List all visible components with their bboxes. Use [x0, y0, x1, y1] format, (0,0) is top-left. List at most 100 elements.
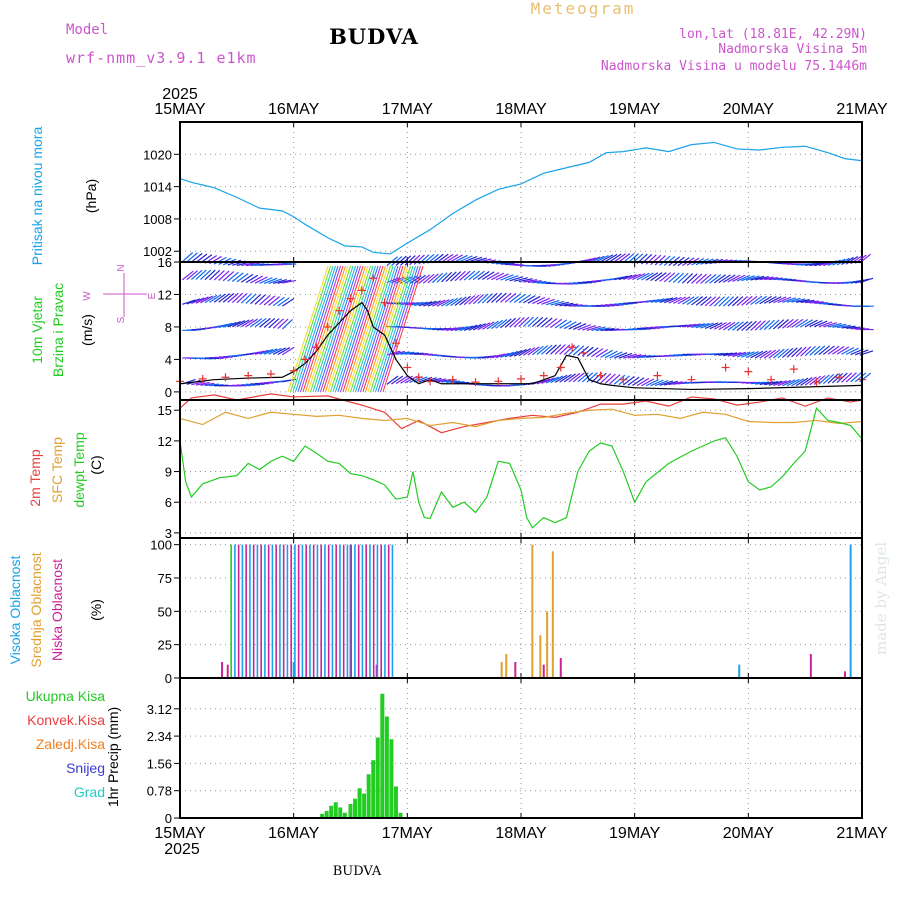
wind-barb: [695, 273, 707, 284]
precip-bar: [353, 798, 358, 818]
wind-barb: [259, 349, 273, 355]
wind-barb: [454, 296, 467, 306]
wind-barb: [736, 351, 751, 358]
wind-barb: [295, 265, 336, 393]
wind-barb: [654, 272, 667, 282]
wind-barb: [504, 317, 517, 328]
series-line: [179, 141, 863, 255]
wind-barb: [572, 345, 585, 356]
wind-barb: [850, 372, 862, 383]
wind-barb: [773, 296, 787, 304]
wind-barb: [404, 255, 416, 266]
wind-barb: [245, 262, 260, 267]
wind-barb: [445, 271, 457, 282]
wind-barb: [536, 317, 548, 328]
gust-marker: [323, 322, 332, 331]
y-tick-label: 1008: [143, 212, 172, 227]
gust-marker: [312, 343, 321, 352]
precip-bar: [324, 811, 329, 818]
wind-barb: [818, 321, 833, 328]
wind-barb: [846, 326, 861, 329]
wind-barb: [522, 347, 536, 356]
wind-barb: [445, 254, 459, 263]
wind-barb: [609, 253, 622, 263]
wind-barb: [713, 274, 726, 284]
wind-barb: [536, 378, 551, 385]
wind-barb: [623, 353, 637, 359]
wind-barb: [636, 272, 650, 281]
gust-marker: [556, 363, 565, 372]
station-title: BUDVA: [329, 24, 419, 49]
x-tick-label-bottom: 19MAY: [609, 825, 661, 842]
series-line: [179, 393, 863, 434]
wind-barb: [459, 255, 473, 263]
wind-barb: [459, 270, 471, 281]
wind-barb: [518, 278, 533, 283]
wind-barb: [347, 265, 389, 393]
wind-barb: [754, 295, 768, 305]
wind-barb: [668, 296, 682, 304]
wind-barb: [241, 318, 254, 328]
wind-barb: [395, 351, 410, 355]
precip-legend-item: Grad: [74, 784, 105, 800]
wind-barb: [659, 380, 674, 386]
wind-barb: [654, 297, 669, 303]
wind-barb: [591, 255, 605, 263]
wind-barb: [809, 375, 822, 386]
wind-barb: [741, 320, 753, 332]
panel-pressure: 1002 1008 1014 1020: [143, 121, 863, 263]
wind-barb: [380, 265, 421, 393]
wind-barb: [495, 352, 510, 359]
wind-barb: [609, 303, 624, 306]
y-tick-label: 2.34: [147, 729, 172, 744]
wind-barb: [732, 351, 746, 358]
y-tick-label: 75: [158, 571, 172, 586]
wind-barb: [518, 294, 531, 304]
wind-barb: [718, 274, 731, 284]
wind-barb: [681, 273, 694, 284]
wind-barb: [382, 265, 424, 393]
wind-barb: [325, 265, 366, 393]
wind-barb: [723, 274, 736, 283]
wind-barb: [786, 318, 799, 329]
wind-barb: [759, 319, 771, 331]
wind-barb: [495, 292, 507, 303]
wind-barb: [186, 270, 198, 281]
gust-marker: [346, 294, 355, 303]
wind-barb: [550, 300, 565, 306]
wind-barb: [472, 293, 485, 305]
wind-barb: [614, 275, 628, 281]
series-line: [179, 408, 863, 428]
wind-barb: [777, 379, 792, 387]
wind-barb: [559, 302, 574, 307]
wind-label: 10m Vjetar: [29, 296, 45, 364]
x-tick-label-top: 16MAY: [268, 101, 320, 118]
gust-marker: [579, 348, 588, 357]
wind-barb: [627, 376, 640, 386]
pressure-label: Pritisak na nivou mora: [29, 127, 45, 266]
wind-barb: [568, 322, 582, 330]
wind-barb: [281, 298, 295, 307]
model-name: wrf-nmm_v3.9.1 e1km: [66, 49, 257, 67]
wind-barb: [450, 254, 464, 263]
wind-barb: [472, 323, 486, 331]
wind-barb: [463, 324, 478, 331]
wind-barb: [431, 272, 444, 284]
wind-barb: [441, 298, 454, 307]
y-tick-label: 6: [165, 495, 172, 510]
gust-marker: [494, 377, 503, 386]
wind-barb: [791, 298, 806, 303]
wind-barb: [604, 253, 618, 263]
wind-barb: [463, 295, 476, 306]
wind-barb: [340, 265, 381, 393]
y-tick-label: 0.78: [147, 784, 172, 799]
temp-unit: (C): [88, 455, 104, 474]
wind-barb: [732, 274, 746, 282]
wind-barb: [186, 298, 201, 305]
wind-barb: [741, 295, 753, 306]
wind-barb: [181, 270, 194, 281]
wind-barb: [764, 277, 779, 281]
wind-barb: [232, 320, 246, 328]
wind-barb: [335, 265, 376, 393]
